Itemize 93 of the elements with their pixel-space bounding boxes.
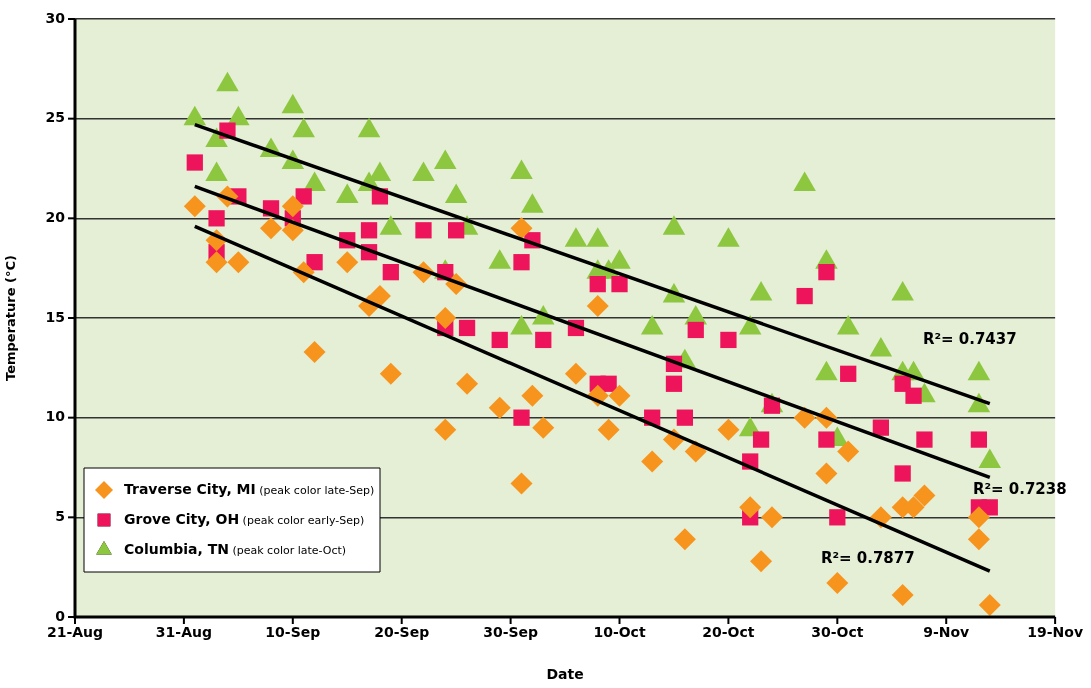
- point: [641, 450, 664, 473]
- point: [586, 295, 609, 318]
- point: [673, 528, 696, 551]
- point: [336, 251, 359, 274]
- point: [608, 384, 631, 407]
- point: [872, 419, 890, 436]
- point: [905, 387, 922, 404]
- y-tick-label: 0: [55, 607, 66, 624]
- y-tick-label: 20: [45, 208, 66, 225]
- x-tick-label: 21-Aug: [46, 624, 104, 641]
- x-axis-title: Date: [546, 666, 584, 683]
- point: [597, 418, 620, 441]
- point: [434, 418, 457, 441]
- point: [750, 550, 773, 573]
- point: [967, 506, 990, 529]
- point: [491, 331, 508, 349]
- x-tick-label: 30-Sep: [483, 624, 539, 641]
- annotation: R²= 0.7877: [820, 549, 915, 568]
- legend-label: Traverse City, MI (peak color late-Sep): [124, 480, 375, 497]
- point: [382, 264, 399, 281]
- point: [894, 465, 911, 482]
- point: [837, 440, 860, 463]
- point: [840, 365, 857, 382]
- y-tick-label: 30: [45, 9, 66, 26]
- point: [513, 254, 530, 271]
- point: [510, 217, 533, 240]
- point: [916, 431, 933, 448]
- point: [227, 251, 250, 274]
- point: [760, 506, 783, 529]
- x-tick-label: 10-Oct: [593, 624, 646, 641]
- point: [458, 319, 476, 337]
- point: [379, 362, 402, 385]
- point: [434, 307, 457, 329]
- point: [448, 222, 465, 239]
- point: [739, 496, 762, 519]
- point: [687, 321, 704, 339]
- point: [183, 195, 206, 218]
- point: [535, 331, 552, 349]
- y-tick-label: 5: [55, 507, 65, 524]
- point: [829, 509, 846, 526]
- x-tick-label: 19-Nov: [1027, 624, 1084, 641]
- point: [295, 188, 312, 205]
- point: [913, 484, 936, 507]
- point: [303, 340, 326, 363]
- point: [981, 499, 998, 516]
- point: [793, 406, 816, 429]
- point: [611, 275, 628, 293]
- point: [368, 285, 391, 308]
- point: [456, 372, 479, 395]
- point: [532, 416, 555, 439]
- point: [186, 154, 203, 171]
- point: [665, 375, 683, 392]
- point: [796, 287, 813, 305]
- point: [967, 528, 990, 551]
- point: [978, 594, 1001, 617]
- point: [415, 222, 432, 239]
- point: [521, 384, 544, 407]
- point: [891, 584, 914, 607]
- annotation: R²= 0.7437: [922, 329, 1017, 348]
- point: [720, 331, 737, 349]
- point: [818, 431, 835, 448]
- y-tick-label: 15: [45, 308, 65, 325]
- y-tick-label: 25: [45, 109, 65, 126]
- point: [306, 254, 323, 271]
- point: [564, 362, 587, 385]
- point: [360, 222, 378, 239]
- point: [205, 251, 228, 274]
- point: [281, 195, 304, 218]
- legend-label: Columbia, TN (peak color late-Oct): [124, 540, 347, 557]
- point: [717, 418, 740, 441]
- point: [260, 217, 283, 240]
- x-tick-label: 31-Aug: [155, 624, 212, 641]
- x-tick-label: 10-Sep: [265, 624, 321, 641]
- legend-label: Grove City, OH (peak color early-Sep): [124, 510, 365, 527]
- point: [488, 396, 511, 419]
- point: [752, 431, 770, 448]
- point: [589, 275, 606, 293]
- point: [600, 375, 617, 392]
- y-tick-label: 10: [45, 408, 66, 425]
- point: [676, 409, 693, 426]
- point: [970, 431, 988, 448]
- x-tick-label: 9-Nov: [923, 624, 970, 641]
- x-tick-label: 20-Oct: [702, 624, 755, 641]
- x-tick-label: 30-Oct: [811, 624, 864, 641]
- x-tick-label: 20-Sep: [374, 624, 430, 641]
- point: [208, 210, 225, 227]
- point: [510, 472, 533, 495]
- y-axis-title: Temperature (°C): [3, 255, 19, 381]
- point: [826, 572, 849, 595]
- point: [815, 462, 838, 485]
- annotation: R²= 0.7238: [972, 480, 1067, 499]
- point: [818, 264, 835, 281]
- point: [513, 409, 530, 426]
